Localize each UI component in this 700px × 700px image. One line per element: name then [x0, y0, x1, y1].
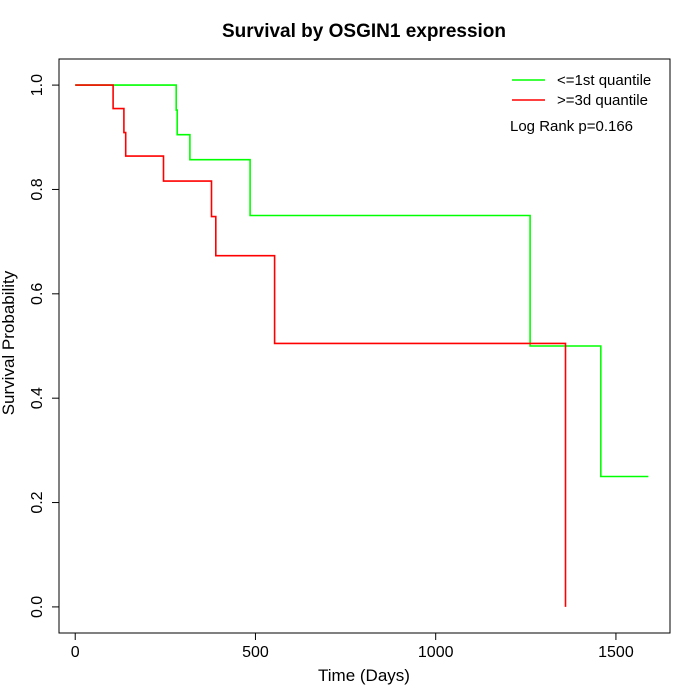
x-tick-label: 1000	[418, 644, 454, 661]
x-tick-label: 0	[71, 644, 80, 661]
y-tick-label: 0.8	[29, 178, 46, 200]
y-tick-label: 0.4	[29, 387, 46, 409]
y-axis: 0.0 0.2 0.4 0.6 0.8 1.0	[29, 74, 60, 618]
y-tick-label: 0.2	[29, 491, 46, 513]
y-tick-label: 0.6	[29, 283, 46, 305]
y-axis-label: Survival Probability	[0, 270, 18, 415]
legend-label-1: >=3d quantile	[557, 92, 648, 109]
series-lines	[75, 84, 649, 607]
y-tick-label: 0.0	[29, 596, 46, 618]
series-line-0	[75, 84, 649, 478]
x-axis-label: Time (Days)	[318, 666, 410, 685]
x-tick-label: 1500	[598, 644, 634, 661]
legend-label-0: <=1st quantile	[557, 72, 651, 89]
x-axis: 0 500 1000 1500	[71, 632, 634, 661]
log-rank-annotation: Log Rank p=0.166	[510, 118, 633, 135]
x-tick-label: 500	[242, 644, 269, 661]
chart-title: Survival by OSGIN1 expression	[222, 21, 506, 42]
y-tick-label: 1.0	[29, 74, 46, 96]
legend: <=1st quantile >=3d quantile	[512, 72, 651, 109]
series-line-1	[75, 84, 567, 607]
